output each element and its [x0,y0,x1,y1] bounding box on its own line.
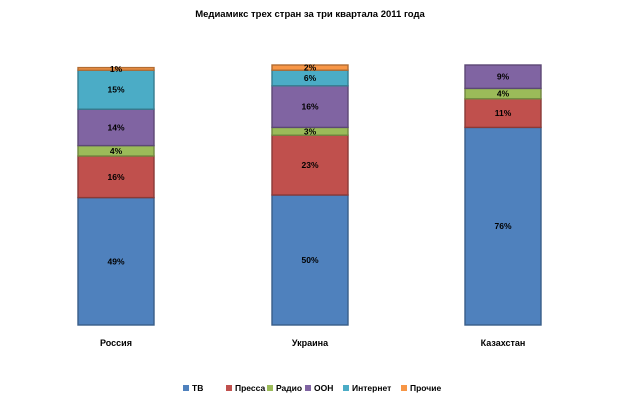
legend-swatch-интернет [343,385,349,391]
bar-segment-россия-прочие [77,66,155,71]
legend-label-пресса: Пресса [235,383,265,393]
bars-layer: 49% 16% 4% 14% 15% 1% 50% 23% 3% 16% 6%2% 76% 11% 4% 9… [77,63,542,326]
category-label-россия: Россия [100,338,132,348]
data-label-казахстан-пресса: 11% [495,108,512,118]
data-label-украина-радио: 3% [304,126,317,136]
data-label-казахстан-радио: 4% [497,89,510,99]
data-label-россия-радио: 4% [110,146,123,156]
bar-segment-россия-тв [77,196,155,326]
legend-label-прочие: Прочие [410,383,441,393]
data-label-украина-интернет: 6% [304,73,317,83]
bar-segment-россия-пресса [77,155,155,199]
data-label-россия-пресса: 16% [107,172,124,182]
legend-swatch-радио [267,385,273,391]
bar-segment-казахстан-оон [464,64,542,90]
legend-label-тв: ТВ [192,383,203,393]
data-label-украина-пресса: 23% [301,160,318,170]
data-label-россия-тв: 49% [107,256,124,266]
bar-segment-россия-интернет [77,69,155,110]
category-label-казахстан: Казахстан [481,338,526,348]
data-label-украина-оон: 16% [301,102,318,112]
data-label-украина-тв: 50% [301,255,318,265]
category-labels: Россия Украина Казахстан [100,338,525,348]
bar-segment-украина-прочие [271,64,349,71]
legend: ТВ Пресса Радио ООН Интернет Прочие [183,383,441,393]
legend-swatch-прочие [401,385,407,391]
legend-swatch-пресса [226,385,232,391]
data-label-россия-интернет: 15% [107,85,124,95]
legend-swatch-оон [305,385,311,391]
legend-label-радио: Радио [276,383,302,393]
legend-swatch-тв [183,385,189,391]
category-label-украина: Украина [292,338,329,348]
chart-title: Медиамикс трех стран за три квартала 201… [195,9,425,20]
data-label-украина-прочие: 2% [304,63,317,73]
bar-segment-россия-оон [77,108,155,147]
legend-label-интернет: Интернет [352,383,391,393]
bar-segment-украина-оон [271,85,349,129]
data-label-россия-прочие: 1% [110,64,123,74]
data-label-россия-оон: 14% [107,122,124,132]
legend-label-оон: ООН [314,383,333,393]
bar-segment-казахстан-пресса [464,98,542,129]
bar-segment-казахстан-тв [464,126,542,326]
data-label-казахстан-тв: 76% [494,221,511,231]
data-label-казахстан-оон: 9% [497,72,510,82]
